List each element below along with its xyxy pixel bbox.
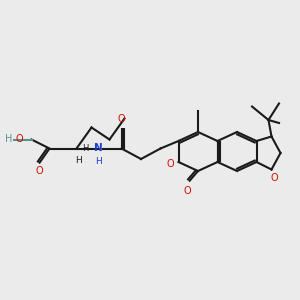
Text: O: O (35, 166, 43, 176)
Text: H: H (82, 144, 88, 153)
Text: O: O (15, 134, 23, 144)
Text: H: H (95, 157, 102, 166)
Text: H: H (75, 156, 82, 165)
Text: O: O (271, 173, 278, 183)
Text: H: H (4, 134, 12, 144)
Text: O: O (118, 114, 125, 124)
Text: N: N (94, 143, 103, 153)
Text: O: O (184, 186, 191, 196)
Text: O: O (167, 159, 174, 170)
